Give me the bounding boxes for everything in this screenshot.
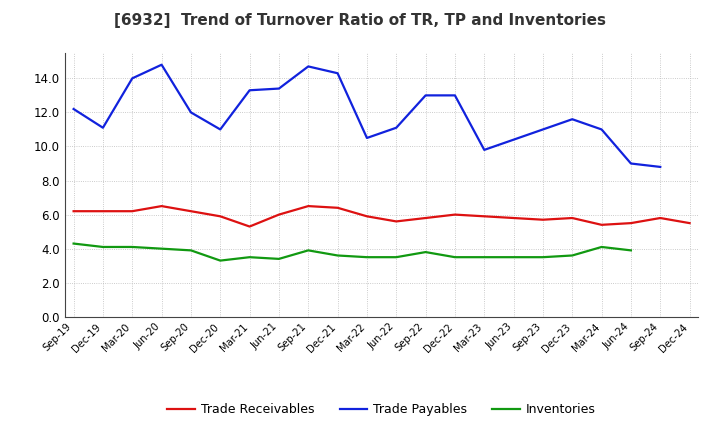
Inventories (509, 255, 518, 260)
Trade Payables (69, 106, 78, 112)
Trade Receivables (392, 219, 400, 224)
Inventories (598, 244, 606, 249)
Inventories (392, 255, 400, 260)
Trade Payables (216, 127, 225, 132)
Trade Payables (99, 125, 107, 130)
Trade Receivables (539, 217, 547, 222)
Trade Receivables (568, 215, 577, 220)
Trade Payables (274, 86, 283, 91)
Trade Payables (451, 93, 459, 98)
Inventories (451, 255, 459, 260)
Inventories (69, 241, 78, 246)
Trade Payables (304, 64, 312, 69)
Trade Receivables (246, 224, 254, 229)
Trade Payables (539, 127, 547, 132)
Trade Receivables (69, 209, 78, 214)
Line: Trade Receivables: Trade Receivables (73, 206, 690, 227)
Trade Receivables (480, 214, 489, 219)
Trade Receivables (509, 215, 518, 220)
Trade Receivables (333, 205, 342, 210)
Trade Payables (392, 125, 400, 130)
Trade Receivables (274, 212, 283, 217)
Trade Receivables (157, 203, 166, 209)
Inventories (568, 253, 577, 258)
Trade Receivables (598, 222, 606, 227)
Inventories (480, 255, 489, 260)
Inventories (421, 249, 430, 255)
Trade Payables (363, 136, 372, 141)
Trade Payables (626, 161, 635, 166)
Trade Receivables (451, 212, 459, 217)
Trade Receivables (421, 215, 430, 220)
Trade Receivables (304, 203, 312, 209)
Trade Receivables (685, 220, 694, 226)
Trade Payables (509, 137, 518, 142)
Trade Payables (246, 88, 254, 93)
Inventories (539, 255, 547, 260)
Trade Receivables (186, 209, 195, 214)
Line: Trade Payables: Trade Payables (73, 65, 660, 167)
Inventories (186, 248, 195, 253)
Trade Receivables (656, 215, 665, 220)
Trade Receivables (363, 214, 372, 219)
Inventories (216, 258, 225, 263)
Trade Payables (656, 164, 665, 169)
Trade Payables (333, 70, 342, 76)
Inventories (333, 253, 342, 258)
Inventories (99, 244, 107, 249)
Trade Payables (598, 127, 606, 132)
Trade Payables (568, 117, 577, 122)
Trade Receivables (216, 214, 225, 219)
Trade Payables (480, 147, 489, 153)
Inventories (128, 244, 137, 249)
Inventories (626, 248, 635, 253)
Trade Receivables (626, 220, 635, 226)
Trade Payables (421, 93, 430, 98)
Trade Receivables (128, 209, 137, 214)
Inventories (246, 255, 254, 260)
Trade Payables (157, 62, 166, 67)
Inventories (157, 246, 166, 251)
Inventories (304, 248, 312, 253)
Trade Payables (128, 76, 137, 81)
Text: [6932]  Trend of Turnover Ratio of TR, TP and Inventories: [6932] Trend of Turnover Ratio of TR, TP… (114, 13, 606, 28)
Trade Payables (186, 110, 195, 115)
Trade Receivables (99, 209, 107, 214)
Inventories (363, 255, 372, 260)
Legend: Trade Receivables, Trade Payables, Inventories: Trade Receivables, Trade Payables, Inven… (162, 399, 601, 422)
Inventories (274, 256, 283, 261)
Line: Inventories: Inventories (73, 244, 631, 260)
